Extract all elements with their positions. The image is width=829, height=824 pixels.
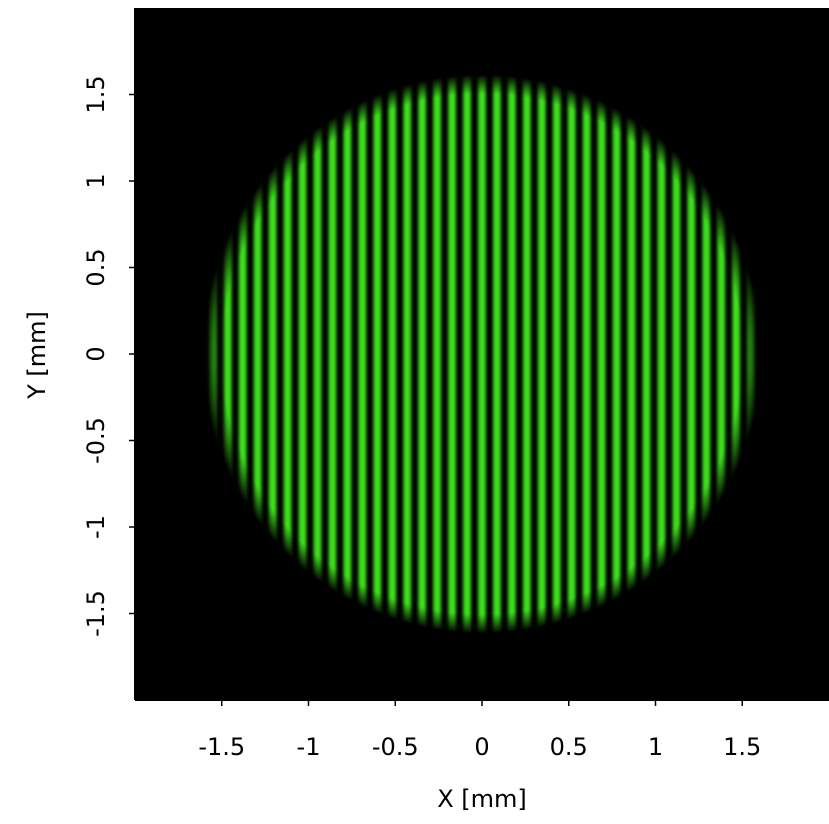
fringe xyxy=(673,72,681,635)
fringe xyxy=(314,72,322,635)
fringe xyxy=(388,72,396,635)
y-tick-label: 1 xyxy=(82,173,110,188)
fringe xyxy=(658,72,666,635)
fringe xyxy=(269,72,277,635)
fringe xyxy=(418,72,426,635)
fringe xyxy=(613,72,621,635)
fringe xyxy=(717,72,725,635)
y-tick-label: 0.5 xyxy=(82,248,110,286)
fringe xyxy=(373,72,381,635)
chart: X [mm] Y [mm] -1.5 -1 -0.5 0 0.5 1 1.5 -1.5 -1 -0… xyxy=(0,0,829,824)
fringe xyxy=(702,72,710,635)
fringe xyxy=(538,72,546,635)
y-tick-label: 1.5 xyxy=(82,75,110,113)
y-tick-label: -0.5 xyxy=(82,417,110,464)
y-tick-label: -1 xyxy=(82,515,110,539)
fringe xyxy=(254,72,262,635)
fringe xyxy=(433,72,441,635)
x-tick-label: -1 xyxy=(297,733,321,761)
x-tick-label: 1 xyxy=(648,733,663,761)
fringe xyxy=(209,72,217,635)
x-axis-title: X [mm] xyxy=(437,785,527,813)
fringe xyxy=(448,72,456,635)
fringe xyxy=(463,72,471,635)
x-tick-label: -1.5 xyxy=(198,733,245,761)
fringe xyxy=(508,72,516,635)
x-tick-label: 0 xyxy=(474,733,489,761)
fringe xyxy=(628,72,636,635)
fringe xyxy=(224,72,232,635)
fringe xyxy=(358,72,366,635)
fringe xyxy=(553,72,561,635)
y-tick-label: 0 xyxy=(82,346,110,361)
fringe xyxy=(299,72,307,635)
fringe xyxy=(598,72,606,635)
fringe xyxy=(239,72,247,635)
fringe xyxy=(687,72,695,635)
x-tick-label: 1.5 xyxy=(723,733,761,761)
fringe xyxy=(493,72,501,635)
y-tick-label: -1.5 xyxy=(82,590,110,637)
fringe xyxy=(762,72,770,635)
fringe xyxy=(643,72,651,635)
fringe xyxy=(344,72,352,635)
fringe xyxy=(583,72,591,635)
x-tick-label: 0.5 xyxy=(550,733,588,761)
fringe xyxy=(403,72,411,635)
fringe xyxy=(194,72,202,635)
fringe xyxy=(523,72,531,635)
fringe xyxy=(329,72,337,635)
fringe xyxy=(284,72,292,635)
y-axis-title: Y [mm] xyxy=(23,311,51,400)
fringe xyxy=(478,72,486,635)
fringe xyxy=(568,72,576,635)
x-tick-label: -0.5 xyxy=(372,733,419,761)
fringe xyxy=(732,72,740,635)
fringe xyxy=(747,72,755,635)
